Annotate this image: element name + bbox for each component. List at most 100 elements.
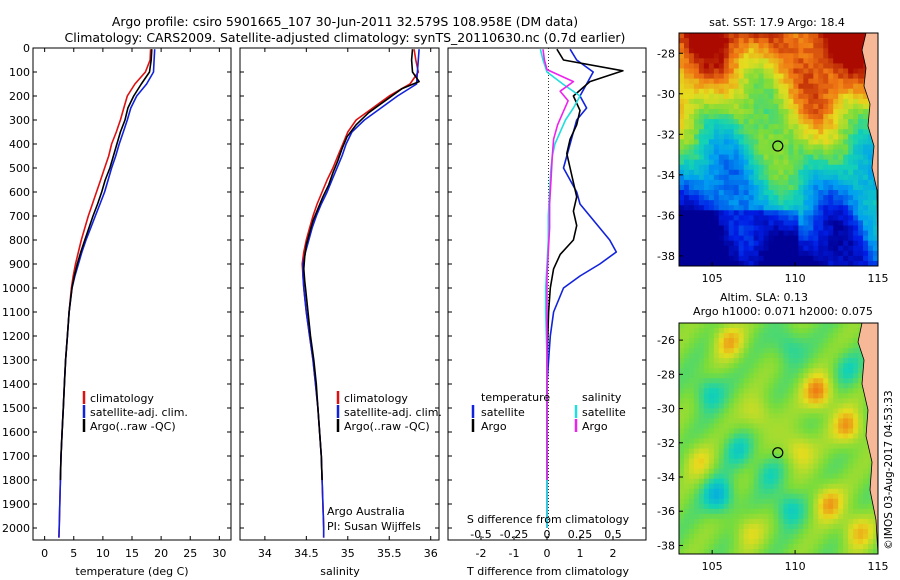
heatmap-cell (778, 164, 785, 171)
heatmap-cell (853, 528, 859, 535)
heatmap-cell (753, 513, 760, 520)
heatmap-cell (693, 443, 700, 450)
heatmap-cell (698, 453, 705, 460)
heatmap-cell (768, 190, 775, 196)
heatmap-cell (723, 83, 730, 90)
heatmap-cell (773, 184, 780, 191)
heatmap-cell (788, 433, 795, 440)
heatmap-cell (803, 358, 809, 364)
heatmap-cell (763, 68, 770, 75)
heatmap-cell (728, 103, 735, 110)
heatmap-cell (803, 149, 809, 156)
heatmap-cell (683, 458, 690, 465)
heatmap-cell (708, 473, 715, 480)
heatmap-cell (758, 438, 765, 445)
heatmap-cell (768, 103, 775, 110)
heatmap-cell (693, 498, 700, 505)
heatmap-cell (773, 473, 780, 480)
heatmap-cell (798, 63, 804, 70)
heatmap-cell (833, 338, 839, 344)
heatmap-cell (838, 83, 844, 90)
heatmap-cell (838, 68, 844, 75)
heatmap-cell (778, 230, 785, 237)
heatmap-cell (818, 220, 824, 227)
heatmap-cell (818, 408, 824, 414)
heatmap-cell (748, 129, 755, 135)
heatmap-cell (708, 73, 715, 80)
heatmap-cell (758, 488, 765, 495)
heatmap-cell (753, 478, 760, 485)
heatmap-cell (863, 438, 869, 445)
heatmap-cell (758, 129, 765, 135)
heatmap-cell (773, 235, 780, 242)
heatmap-cell (728, 468, 735, 475)
heatmap-cell (843, 458, 849, 465)
heatmap-cell (828, 58, 834, 64)
heatmap-cell (808, 443, 814, 450)
heatmap-cell (823, 343, 829, 349)
heatmap-cell (708, 215, 715, 222)
heatmap-cell (679, 78, 685, 85)
heatmap-cell (808, 483, 814, 490)
heatmap-cell (773, 149, 780, 156)
heatmap-cell (728, 418, 735, 425)
heatmap-cell (853, 478, 859, 485)
heatmap-cell (808, 245, 814, 252)
heatmap-cell (763, 190, 770, 196)
heatmap-cell (763, 473, 770, 480)
heatmap-cell (703, 98, 710, 105)
heatmap-cell (813, 398, 819, 404)
heatmap-cell (808, 225, 814, 232)
heatmap-cell (813, 93, 819, 100)
heatmap-cell (763, 230, 770, 237)
heatmap-cell (733, 225, 740, 232)
heatmap-cell (818, 423, 824, 430)
heatmap-cell (853, 463, 859, 470)
heatmap-cell (788, 174, 795, 181)
heatmap-cell (853, 98, 859, 105)
heatmap-cell (738, 255, 745, 262)
heatmap-cell (858, 225, 864, 232)
heatmap-cell (763, 488, 770, 495)
heatmap-cell (679, 358, 685, 364)
heatmap-cell (718, 169, 725, 176)
heatmap-cell (793, 240, 799, 247)
heatmap-cell (738, 408, 745, 414)
heatmap-cell (823, 260, 829, 266)
heatmap-cell (728, 68, 735, 75)
heatmap-cell (738, 68, 745, 75)
heatmap-cell (843, 235, 849, 242)
heatmap-cell (783, 538, 790, 545)
heatmap-cell (788, 73, 795, 80)
heatmap-cell (828, 338, 834, 344)
heatmap-cell (808, 78, 814, 85)
heatmap-cell (718, 43, 725, 49)
heatmap-cell (728, 190, 735, 196)
heatmap-cell (718, 493, 725, 500)
heatmap-cell (838, 338, 844, 344)
heatmap-cell (853, 433, 859, 440)
heatmap-cell (713, 169, 720, 176)
series-line-argo-raw-qc- (302, 49, 420, 481)
heatmap-cell (803, 483, 809, 490)
heatmap-cell (778, 190, 785, 196)
heatmap-cell (753, 483, 760, 490)
heatmap-cell (718, 478, 725, 485)
heatmap-cell (773, 53, 780, 59)
heatmap-cell (863, 418, 869, 425)
sst-map-frame (678, 32, 879, 267)
heatmap-cell (813, 78, 819, 85)
heatmap-cell (763, 195, 770, 201)
heatmap-cell (713, 478, 720, 485)
heatmap-cell (713, 63, 720, 70)
heatmap-cell (783, 378, 790, 384)
heatmap-cell (788, 538, 795, 545)
heatmap-cell (803, 538, 809, 545)
heatmap-cell (778, 533, 785, 540)
heatmap-cell (868, 528, 874, 535)
heatmap-cell (728, 328, 735, 334)
heatmap-cell (798, 225, 804, 232)
heatmap-cell (828, 448, 834, 455)
heatmap-cell (723, 513, 730, 520)
heatmap-cell (843, 144, 849, 151)
